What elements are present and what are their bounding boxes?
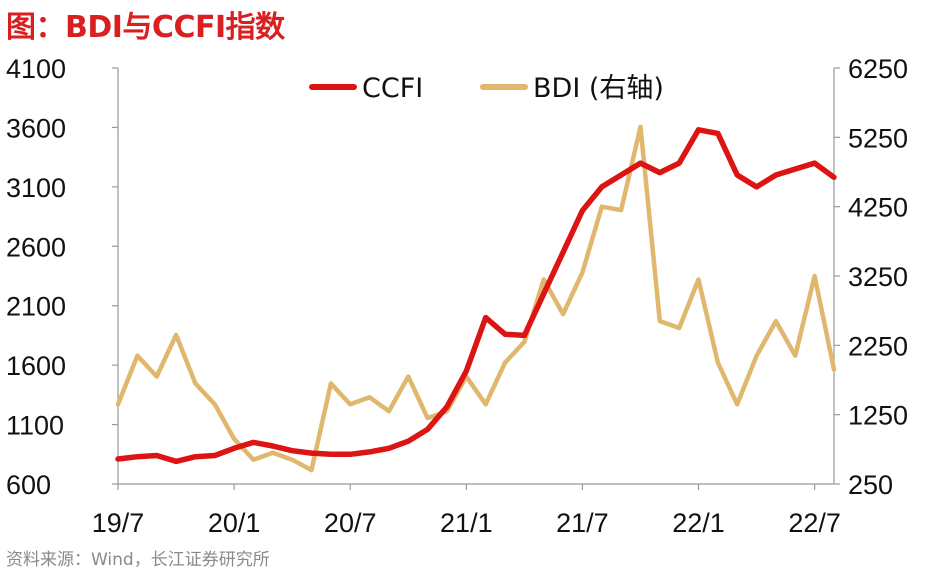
right-axis-tick-label: 5250 bbox=[848, 123, 908, 153]
series-layer bbox=[115, 124, 837, 473]
left-axis-tick-label: 2100 bbox=[6, 292, 66, 322]
x-axis-tick-label: 20/7 bbox=[324, 508, 377, 538]
source-note: 资料来源：Wind，长江证券研究所 bbox=[6, 550, 270, 570]
right-axis-tick-label: 6250 bbox=[848, 54, 908, 84]
x-axis-tick-label: 22/7 bbox=[788, 508, 841, 538]
right-axis-tick-label: 2250 bbox=[848, 331, 908, 361]
left-axis-tick-label: 3600 bbox=[6, 113, 66, 143]
x-axis-tick-labels: 19/7 20/1 20/7 21/1 21/7 22/1 22/7 bbox=[92, 484, 841, 538]
legend-ccfi-label: CCFI bbox=[362, 73, 423, 104]
x-axis-tick-label: 21/7 bbox=[556, 508, 609, 538]
bdi-series-line bbox=[115, 124, 837, 473]
x-axis-tick-label: 22/1 bbox=[672, 508, 725, 538]
right-axis-tick-label: 250 bbox=[848, 470, 893, 500]
left-axis-tick-label: 600 bbox=[6, 470, 51, 500]
ccfi-series-line bbox=[115, 127, 837, 465]
left-axis-tick-label: 1100 bbox=[6, 411, 64, 441]
chart-legend: CCFI BDI (右轴) bbox=[309, 73, 664, 104]
x-axis-tick-label: 21/1 bbox=[440, 508, 493, 538]
x-axis-tick-label: 20/1 bbox=[208, 508, 261, 538]
right-axis-tick-label: 1250 bbox=[848, 401, 908, 431]
right-axis-tick-label: 4250 bbox=[848, 193, 908, 223]
right-axis-tick-labels: 6250 5250 4250 3250 2250 1250 250 bbox=[834, 54, 908, 500]
x-axis-tick-label: 19/7 bbox=[92, 508, 145, 538]
legend-bdi-label: BDI (右轴) bbox=[533, 73, 664, 104]
chart-title: 图：BDI与CCFI指数 bbox=[6, 10, 285, 45]
left-axis-tick-label: 3100 bbox=[6, 173, 66, 203]
left-axis-tick-labels: 4100 3600 3100 2600 2100 1600 1100 600 bbox=[6, 54, 118, 500]
left-axis-tick-label: 4100 bbox=[6, 54, 66, 84]
left-axis-tick-label: 2600 bbox=[6, 232, 66, 262]
left-axis-tick-label: 1600 bbox=[6, 351, 66, 381]
right-axis-tick-label: 3250 bbox=[848, 262, 908, 292]
